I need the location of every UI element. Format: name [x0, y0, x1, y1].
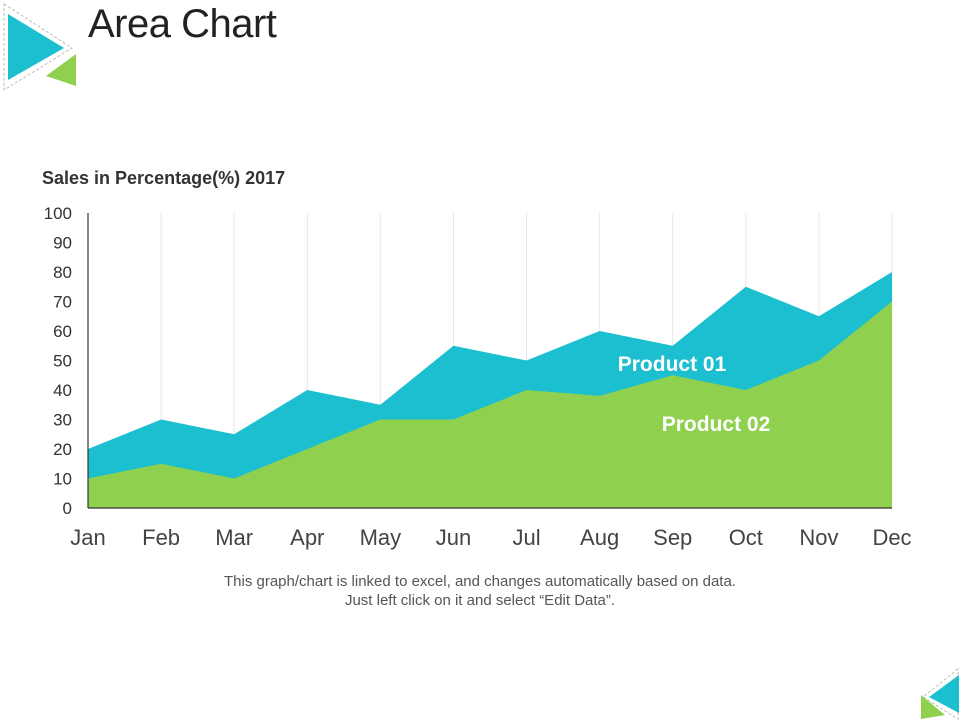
x-tick-label-apr: Apr	[290, 525, 324, 550]
page-title: Area Chart	[88, 2, 277, 46]
y-tick-label: 90	[53, 234, 72, 253]
x-tick-label-nov: Nov	[799, 525, 838, 550]
x-tick-label-aug: Aug	[580, 525, 619, 550]
y-tick-label: 40	[53, 381, 72, 400]
y-tick-label: 50	[53, 352, 72, 371]
y-tick-label: 80	[53, 263, 72, 282]
y-tick-label: 100	[44, 204, 72, 223]
x-tick-label-jun: Jun	[436, 525, 471, 550]
x-tick-label-sep: Sep	[653, 525, 692, 550]
dashed-triangle-icon	[3, 3, 73, 91]
x-tick-label-oct: Oct	[729, 525, 763, 550]
y-tick-label: 70	[53, 293, 72, 312]
green-triangle-icon	[921, 695, 945, 719]
chart-series-labels: Product 01 Product 02	[618, 353, 771, 436]
series-label-product-01: Product 01	[618, 353, 727, 376]
green-triangle-icon	[46, 54, 76, 86]
y-tick-label: 0	[63, 499, 72, 518]
area-chart[interactable]: 0 10 20 30 40 50 60 70 80 90 100 Jan Feb Mar Apr May Jun…	[0, 0, 960, 560]
teal-triangle-icon	[929, 675, 959, 713]
series-label-product-02: Product 02	[662, 413, 771, 436]
footnote-line-2: Just left click on it and select “Edit D…	[344, 592, 616, 609]
x-tick-label-dec: Dec	[872, 525, 911, 550]
x-tick-label-may: May	[360, 525, 402, 550]
x-tick-label-jul: Jul	[512, 525, 540, 550]
teal-triangle-icon	[8, 14, 64, 80]
corner-decoration-top-left	[3, 3, 76, 91]
y-tick-label: 30	[53, 411, 72, 430]
chart-tick-labels: 0 10 20 30 40 50 60 70 80 90 100 Jan Feb Mar Apr May Jun…	[44, 204, 912, 550]
x-tick-label-mar: Mar	[215, 525, 253, 550]
chart-areas	[88, 272, 892, 508]
footnote: This graph/chart is linked to excel, and…	[0, 572, 960, 610]
area-product-02	[88, 301, 892, 508]
corner-decoration-bottom-right	[921, 667, 959, 720]
x-tick-label-feb: Feb	[142, 525, 180, 550]
y-tick-label: 10	[53, 470, 72, 489]
x-tick-label-jan: Jan	[70, 525, 105, 550]
y-tick-label: 60	[53, 322, 72, 341]
chart-axes	[87, 213, 892, 509]
y-tick-label: 20	[53, 440, 72, 459]
footnote-line-1: This graph/chart is linked to excel, and…	[224, 573, 736, 590]
chart-title: Sales in Percentage(%) 2017	[42, 168, 286, 188]
